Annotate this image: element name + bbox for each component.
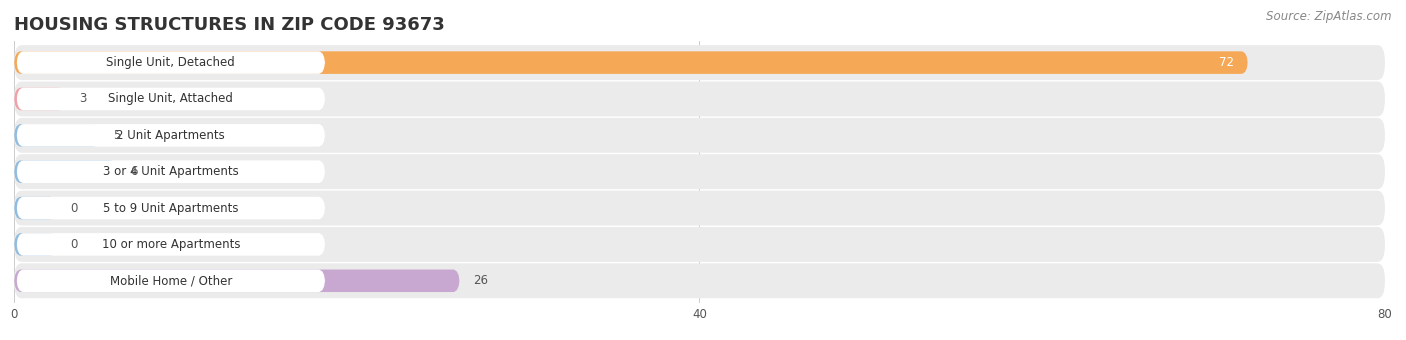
FancyBboxPatch shape	[14, 233, 56, 256]
FancyBboxPatch shape	[14, 227, 1385, 262]
Text: 10 or more Apartments: 10 or more Apartments	[101, 238, 240, 251]
FancyBboxPatch shape	[14, 197, 56, 219]
FancyBboxPatch shape	[14, 124, 100, 147]
FancyBboxPatch shape	[17, 88, 325, 110]
FancyBboxPatch shape	[17, 270, 325, 292]
FancyBboxPatch shape	[14, 191, 1385, 225]
FancyBboxPatch shape	[14, 160, 117, 183]
FancyBboxPatch shape	[14, 88, 66, 110]
Text: 5: 5	[114, 129, 121, 142]
FancyBboxPatch shape	[17, 160, 325, 183]
Text: 3: 3	[79, 92, 87, 105]
Text: 5 to 9 Unit Apartments: 5 to 9 Unit Apartments	[103, 202, 239, 215]
Text: 26: 26	[474, 274, 488, 287]
FancyBboxPatch shape	[14, 264, 1385, 298]
FancyBboxPatch shape	[14, 154, 1385, 189]
Text: Single Unit, Detached: Single Unit, Detached	[107, 56, 235, 69]
Text: Single Unit, Attached: Single Unit, Attached	[108, 92, 233, 105]
Text: 3 or 4 Unit Apartments: 3 or 4 Unit Apartments	[103, 165, 239, 178]
FancyBboxPatch shape	[14, 82, 1385, 116]
Text: 72: 72	[1219, 56, 1234, 69]
FancyBboxPatch shape	[17, 197, 325, 219]
FancyBboxPatch shape	[17, 233, 325, 256]
Text: 2 Unit Apartments: 2 Unit Apartments	[117, 129, 225, 142]
Text: Source: ZipAtlas.com: Source: ZipAtlas.com	[1267, 10, 1392, 23]
Text: Mobile Home / Other: Mobile Home / Other	[110, 274, 232, 287]
FancyBboxPatch shape	[14, 51, 1249, 74]
FancyBboxPatch shape	[17, 51, 325, 74]
Text: 0: 0	[70, 238, 77, 251]
Text: 6: 6	[131, 165, 138, 178]
FancyBboxPatch shape	[17, 124, 325, 147]
FancyBboxPatch shape	[14, 118, 1385, 153]
FancyBboxPatch shape	[14, 270, 460, 292]
FancyBboxPatch shape	[14, 45, 1385, 80]
Text: HOUSING STRUCTURES IN ZIP CODE 93673: HOUSING STRUCTURES IN ZIP CODE 93673	[14, 16, 444, 34]
Text: 0: 0	[70, 202, 77, 215]
